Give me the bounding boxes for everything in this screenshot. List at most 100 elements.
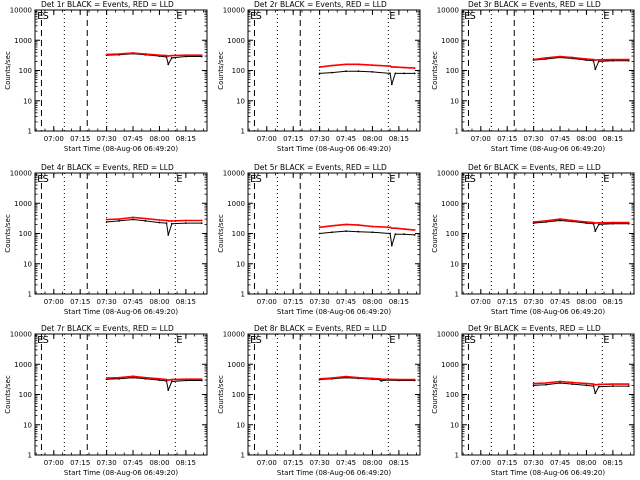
lld-data-point xyxy=(627,221,630,224)
events-series-line xyxy=(319,70,415,85)
x-tick-label: 08:15 xyxy=(176,135,196,143)
lld-data-point xyxy=(167,379,170,381)
lld-data-point xyxy=(611,383,614,386)
y-tick-label: 1 xyxy=(28,291,32,299)
lld-data-point xyxy=(597,383,600,386)
plot-title: Det 2r BLACK = Events, RED = LLD xyxy=(254,0,387,9)
events-data-point xyxy=(389,72,391,75)
y-tick-label: 1 xyxy=(455,291,459,299)
x-tick-label: 08:00 xyxy=(576,459,596,467)
lld-data-point xyxy=(389,65,391,67)
events-data-point xyxy=(345,70,347,73)
x-tick-label: 08:15 xyxy=(389,459,409,467)
lld-data-point xyxy=(413,229,416,231)
marker-label-s: S xyxy=(255,11,261,22)
lld-data-point xyxy=(594,59,597,62)
plot-title: Det 4r BLACK = Events, RED = LLD xyxy=(41,163,174,172)
events-data-point xyxy=(331,231,333,234)
lld-data-point xyxy=(627,58,630,61)
x-tick-label: 08:15 xyxy=(603,135,623,143)
events-data-point xyxy=(597,385,600,388)
events-data-point xyxy=(200,379,203,382)
lld-data-point xyxy=(167,220,170,222)
panel-det-4: Det 4r BLACK = Events, RED = LLD 1 10 100 10… xyxy=(4,163,208,316)
x-tick-label: 07:00 xyxy=(44,459,64,467)
lld-data-point xyxy=(132,52,134,54)
lld-data-point xyxy=(532,58,535,61)
events-data-point xyxy=(403,233,406,236)
events-data-point xyxy=(167,389,170,391)
lld-data-point xyxy=(371,64,374,67)
lld-data-point xyxy=(184,54,187,57)
plot-title: Det 7r BLACK = Events, RED = LLD xyxy=(41,324,174,333)
events-data-point xyxy=(105,221,108,223)
lld-data-point xyxy=(357,224,360,226)
y-tick-label: 10 xyxy=(450,260,459,268)
lld-data-point xyxy=(383,378,386,381)
lld-data-point xyxy=(132,375,134,378)
y-tick-label: 1000 xyxy=(14,200,32,208)
x-tick-label: 07:00 xyxy=(44,298,64,306)
panel-det-7: Det 7r BLACK = Events, RED = LLD 1 10 100 10… xyxy=(4,324,208,477)
y-tick-label: 1 xyxy=(241,128,245,136)
y-tick-label: 10 xyxy=(236,260,245,268)
y-axis-label: Counts/sec xyxy=(431,51,439,90)
lld-data-point xyxy=(200,54,203,57)
lld-data-point xyxy=(571,56,574,59)
events-series-line xyxy=(106,219,202,236)
events-data-point xyxy=(394,72,397,75)
plot-frame xyxy=(461,9,635,132)
events-data-point xyxy=(611,385,614,387)
marker-label-s: S xyxy=(469,174,475,185)
lld-series-line xyxy=(106,52,202,57)
events-data-point xyxy=(200,55,203,58)
y-tick-label: 1000 xyxy=(441,361,459,369)
lld-data-point xyxy=(331,64,333,67)
events-data-point xyxy=(594,230,597,233)
x-tick-label: 07:45 xyxy=(123,135,143,143)
lld-series-line xyxy=(319,375,415,381)
x-tick-label: 08:15 xyxy=(389,135,409,143)
y-tick-label: 100 xyxy=(446,67,459,75)
events-data-point xyxy=(132,376,134,379)
events-data-point xyxy=(184,222,187,225)
y-tick-label: 10 xyxy=(23,97,32,105)
x-tick-label: 07:45 xyxy=(550,459,570,467)
x-tick-label: 07:30 xyxy=(310,459,330,467)
events-data-point xyxy=(390,83,393,86)
y-tick-label: 10 xyxy=(450,421,459,429)
lld-data-point xyxy=(545,220,547,222)
y-tick-label: 100 xyxy=(232,230,245,238)
y-tick-label: 10000 xyxy=(10,7,32,15)
plot-title: Det 9r BLACK = Events, RED = LLD xyxy=(468,324,601,333)
marker-label-e: E xyxy=(176,174,182,185)
lld-data-point xyxy=(345,63,347,66)
lld-data-point xyxy=(394,66,397,68)
y-tick-label: 100 xyxy=(19,391,32,399)
events-data-point xyxy=(413,72,416,75)
x-axis-label: Start Time (08-Aug-06 06:49:20) xyxy=(277,145,391,153)
x-tick-label: 07:30 xyxy=(524,298,544,306)
marker-label-e: E xyxy=(37,174,43,185)
marker-label-s: S xyxy=(42,174,48,185)
lld-data-point xyxy=(200,219,203,222)
marker-label-s: S xyxy=(255,174,261,185)
events-data-point xyxy=(331,71,333,74)
x-axis-label: Start Time (08-Aug-06 06:49:20) xyxy=(491,308,605,316)
x-tick-label: 07:15 xyxy=(70,459,90,467)
x-tick-label: 07:45 xyxy=(550,298,570,306)
x-tick-label: 07:30 xyxy=(97,298,117,306)
lld-data-point xyxy=(597,221,600,224)
lld-data-point xyxy=(571,381,574,384)
y-tick-label: 1 xyxy=(241,452,245,460)
lld-data-point xyxy=(380,378,383,381)
events-data-point xyxy=(184,55,187,58)
y-tick-label: 1 xyxy=(241,291,245,299)
marker-label-e: E xyxy=(37,335,43,346)
y-tick-label: 10 xyxy=(236,97,245,105)
y-tick-label: 1000 xyxy=(227,361,245,369)
events-data-point xyxy=(371,70,374,73)
events-data-point xyxy=(184,379,187,382)
events-data-point xyxy=(594,392,597,395)
